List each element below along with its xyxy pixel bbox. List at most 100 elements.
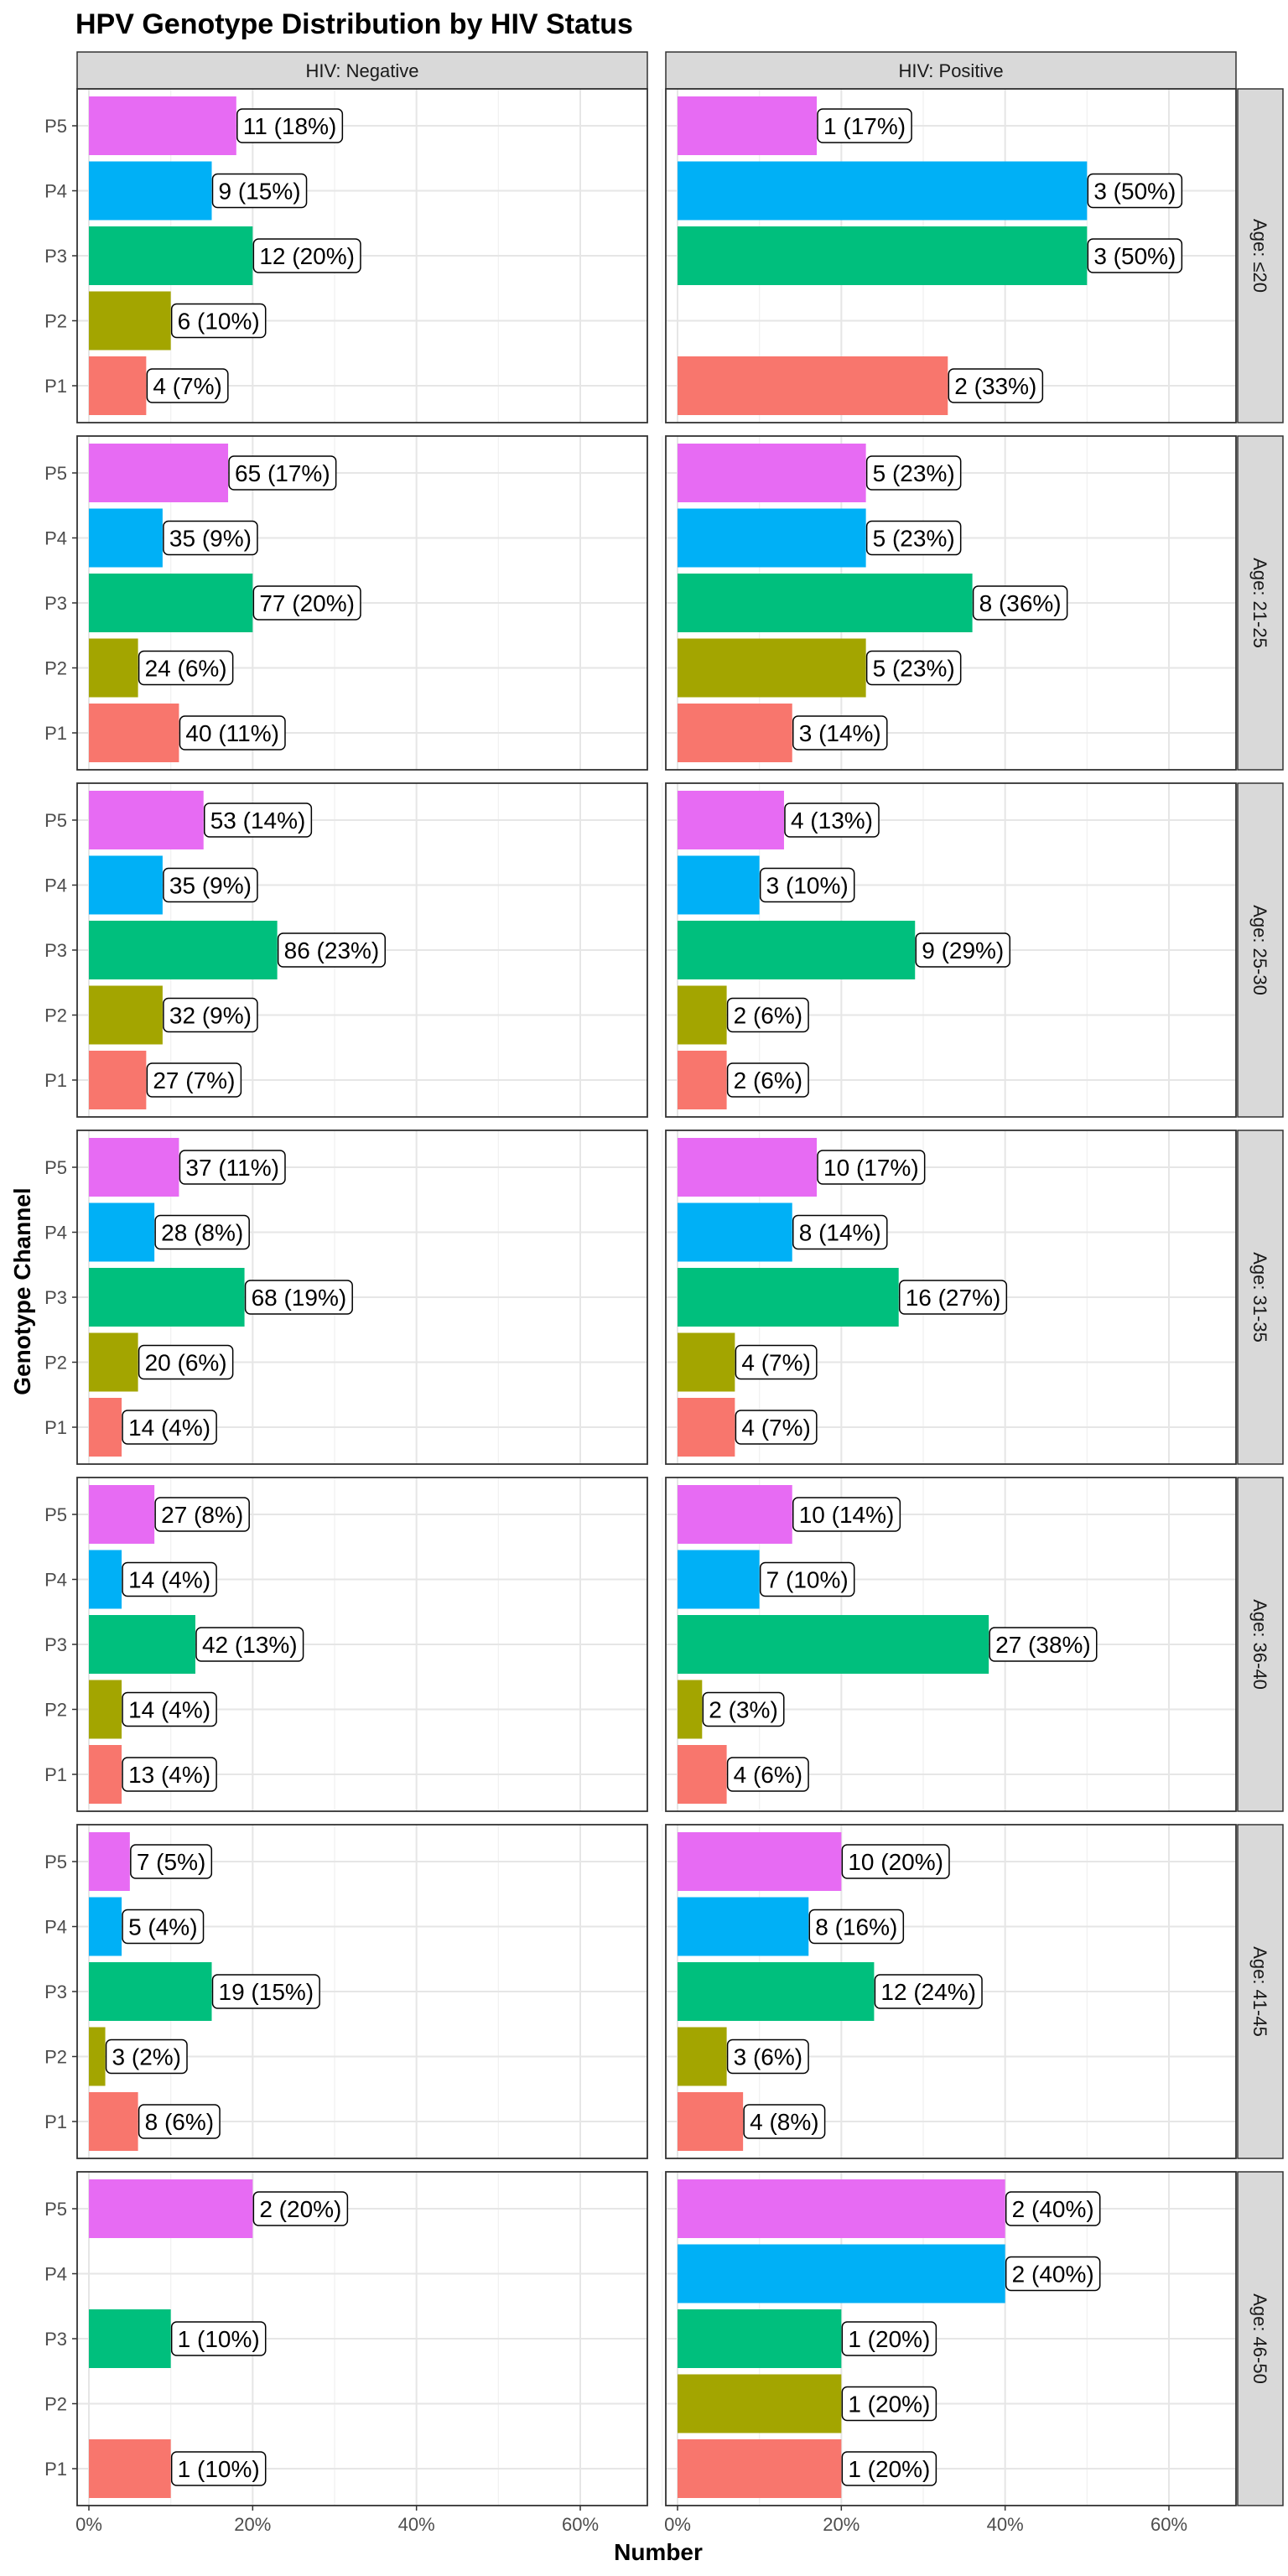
data-label-text: 7 (5%) <box>137 1849 205 1875</box>
bar-data-label: 6 (10%) <box>170 303 267 339</box>
y-tick-label: P1 <box>44 1417 67 1438</box>
bar-p4 <box>678 1202 792 1262</box>
data-label-box <box>841 1844 950 1879</box>
bar-p4 <box>89 508 163 568</box>
bar-p4 <box>678 161 1088 221</box>
y-tick-label: P1 <box>44 376 67 397</box>
data-label-text: 9 (15%) <box>219 179 301 205</box>
bar-p4 <box>89 1550 122 1609</box>
x-tick-label: 20% <box>234 2514 271 2535</box>
data-label-text: 42 (13%) <box>202 1632 298 1658</box>
bar-p5 <box>89 96 236 155</box>
data-label-box <box>726 1062 809 1098</box>
bar-p5 <box>89 791 204 849</box>
bar-data-label: 8 (16%) <box>808 1909 905 1945</box>
panel-border <box>665 1477 1237 1812</box>
row-strip-label: Age: ≤20 <box>1249 219 1270 293</box>
data-label-text: 19 (15%) <box>219 1979 314 2005</box>
row-strip-label: Age: 25-30 <box>1249 905 1270 995</box>
bar-data-label: 12 (20%) <box>252 238 361 273</box>
bar-data-label: 20 (6%) <box>138 1344 234 1380</box>
row-strip <box>1237 1130 1284 1465</box>
row-strip <box>1237 435 1284 771</box>
data-label-box <box>735 1344 818 1380</box>
bar-p2 <box>678 2374 842 2433</box>
bar-p3 <box>89 1962 212 2021</box>
y-tick-label: P1 <box>44 1764 67 1785</box>
y-axis-title: Genotype Channel <box>9 1187 35 1394</box>
facet-panel: 1 (10%) 1 (10%) 2 (20%) P1 P2 P3 P4 P5 0% 20% 40% 6… <box>44 2171 663 2535</box>
data-label-box <box>138 650 234 686</box>
data-label-text: 3 (6%) <box>734 2044 802 2070</box>
data-label-text: 14 (4%) <box>128 1567 210 1593</box>
bar-p4 <box>678 1550 760 1609</box>
y-tick-label: P1 <box>44 2459 67 2480</box>
bar-data-label: 4 (6%) <box>726 1757 809 1792</box>
bar-data-label: 11 (18%) <box>236 108 344 143</box>
bar-data-label: 53 (14%) <box>203 802 313 838</box>
bar-p1 <box>678 356 948 415</box>
bar-p5 <box>678 96 818 155</box>
bar-data-label: 24 (6%) <box>138 650 234 686</box>
bar-p2 <box>89 985 163 1045</box>
bar-p3 <box>678 1268 899 1327</box>
data-label-box <box>759 867 855 903</box>
bar-p3 <box>678 226 1088 285</box>
data-label-box <box>154 1214 250 1250</box>
y-tick-label: P4 <box>44 1917 67 1938</box>
y-tick-label: P5 <box>44 2199 67 2220</box>
y-tick-label: P1 <box>44 1070 67 1091</box>
x-tick-label: 40% <box>987 2514 1024 2535</box>
data-label-box <box>163 520 258 556</box>
bar-p2 <box>89 1680 122 1739</box>
data-label-box <box>759 1561 855 1597</box>
data-label-text: 3 (14%) <box>799 720 881 746</box>
bar-p5 <box>678 1832 842 1891</box>
data-label-text: 9 (29%) <box>922 937 1004 963</box>
bar-data-label: 3 (50%) <box>1087 173 1183 209</box>
bar-data-label: 35 (9%) <box>163 867 258 903</box>
bar-p1 <box>678 1398 735 1457</box>
bar-data-label: 12 (24%) <box>874 1974 983 2009</box>
bar-data-label: 2 (6%) <box>726 997 809 1033</box>
bar-p5 <box>678 444 866 502</box>
data-label-box <box>179 715 286 750</box>
bar-data-label: 9 (29%) <box>915 932 1011 968</box>
data-label-text: 10 (17%) <box>823 1155 919 1181</box>
data-label-text: 6 (10%) <box>178 309 260 335</box>
bar-p1 <box>678 704 792 762</box>
data-label-text: 10 (20%) <box>848 1849 943 1875</box>
bar-data-label: 28 (8%) <box>154 1214 250 1250</box>
data-label-text: 4 (7%) <box>741 1350 810 1376</box>
data-label-text: 40 (11%) <box>185 720 279 746</box>
bar-data-label: 2 (40%) <box>1005 2191 1101 2226</box>
data-label-box <box>841 2386 937 2422</box>
data-label-text: 65 (17%) <box>235 460 330 486</box>
y-tick-label: P4 <box>44 1570 67 1591</box>
data-label-box <box>865 650 962 686</box>
bar-p1 <box>678 2439 842 2498</box>
bar-data-label: 19 (15%) <box>211 1974 320 2009</box>
data-label-box <box>138 2104 221 2139</box>
data-label-text: 1 (10%) <box>178 2456 260 2482</box>
facet-panels: HIV: Negative HIV: Positive 4 (7%) 6 (10%) 1… <box>44 51 1284 2535</box>
y-tick-label: P4 <box>44 528 67 549</box>
data-label-text: 2 (6%) <box>734 1003 802 1029</box>
bar-data-label: 86 (23%) <box>277 932 387 968</box>
data-label-text: 14 (4%) <box>128 1697 210 1723</box>
bar-p1 <box>678 2092 744 2151</box>
data-label-box <box>726 2038 809 2075</box>
data-label-box <box>817 108 912 143</box>
y-tick-label: P4 <box>44 875 67 896</box>
data-label-text: 2 (40%) <box>1012 2262 1094 2288</box>
data-label-box <box>244 1280 353 1315</box>
row-strip-label: Age: 36-40 <box>1249 1599 1270 1690</box>
y-tick-label: P3 <box>44 1634 67 1655</box>
data-label-box <box>122 1691 217 1727</box>
row-strip-label: Age: 46-50 <box>1249 2293 1270 2384</box>
data-label-box <box>163 867 258 903</box>
bar-p5 <box>89 1832 130 1891</box>
data-label-box <box>743 2104 826 2139</box>
data-label-text: 68 (19%) <box>252 1285 347 1311</box>
bar-p5 <box>89 1485 155 1544</box>
